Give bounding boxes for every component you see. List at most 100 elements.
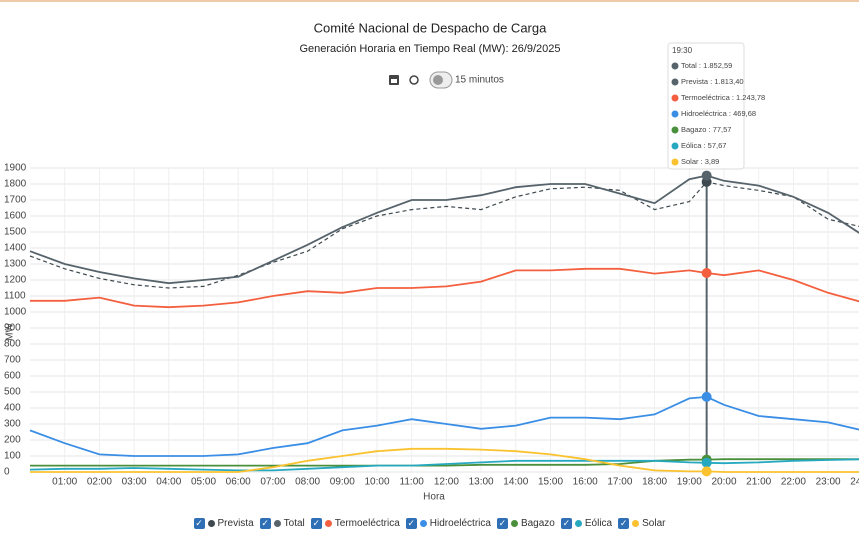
- hover-point: [701, 466, 712, 477]
- y-tick-label: 1300: [4, 259, 27, 270]
- tooltip-entry: Bagazo : 77,57: [681, 125, 731, 134]
- x-tick-label: 23:00: [816, 477, 841, 488]
- legend-dot: [419, 520, 427, 527]
- x-tick-label: 19:00: [677, 477, 702, 488]
- tooltip-dot: [671, 142, 679, 150]
- series-line: [30, 458, 859, 467]
- subtitle: Generación Horaria en Tiempo Real (MW): …: [299, 43, 560, 55]
- tooltip-dot: [671, 158, 679, 166]
- legend-checkbox[interactable]: ✓: [560, 518, 572, 529]
- tooltip-dot: [671, 126, 679, 134]
- y-tick-label: 300: [4, 419, 21, 430]
- series-line: [30, 267, 859, 309]
- x-tick-label: 01:00: [52, 477, 77, 488]
- legend-checkbox[interactable]: ✓: [496, 518, 508, 529]
- y-tick-label: 900: [4, 323, 21, 334]
- title: Comité Nacional de Despacho de Carga: [314, 20, 547, 35]
- tooltip-dot: [671, 62, 679, 70]
- legend-label: Hidroeléctrica: [429, 518, 491, 529]
- tooltip-dot: [671, 110, 679, 118]
- x-tick-label: 21:00: [746, 477, 771, 488]
- x-tick-label: 12:00: [434, 477, 459, 488]
- toggle[interactable]: [429, 71, 453, 89]
- y-tick-label: 800: [4, 339, 21, 350]
- x-tick-label: 24:00: [850, 477, 859, 488]
- toggle-label: 15 minutos: [455, 75, 504, 86]
- tooltip-entry: Prevista : 1.813,40: [681, 77, 744, 86]
- y-tick-label: 1600: [4, 211, 27, 222]
- legend-label: Termoeléctrica: [334, 518, 400, 529]
- x-tick-label: 15:00: [538, 477, 563, 488]
- legend-checkbox[interactable]: ✓: [259, 518, 271, 529]
- y-tick-label: 1900: [4, 163, 27, 174]
- y-tick-label: 100: [4, 451, 21, 462]
- tooltip-entry: Termoeléctrica : 1.243,78: [681, 93, 765, 102]
- tooltip-entry: Hidroeléctrica : 469,68: [681, 109, 756, 118]
- legend-label: Solar: [642, 518, 666, 529]
- x-tick-label: 09:00: [330, 477, 355, 488]
- legend-checkbox[interactable]: ✓: [405, 518, 417, 529]
- y-tick-label: 700: [4, 355, 21, 366]
- x-tick-label: 04:00: [156, 477, 181, 488]
- hover-point: [701, 457, 712, 468]
- x-tick-label: 07:00: [260, 477, 285, 488]
- x-tick-label: 08:00: [295, 477, 320, 488]
- legend: ✓ Prevista ✓ Total ✓ Termoeléctrica ✓ Hidroeléc…: [0, 518, 859, 529]
- y-tick-label: 1800: [4, 179, 27, 190]
- series-line: [30, 447, 859, 473]
- legend-item[interactable]: ✓ Hidroeléctrica: [405, 518, 491, 529]
- y-tick-label: 0: [4, 467, 10, 478]
- legend-item[interactable]: ✓ Bagazo: [496, 518, 555, 529]
- tooltip-entry: Total : 1.852,59: [681, 61, 732, 70]
- series-line: [29, 395, 859, 457]
- y-tick-label: 200: [4, 435, 21, 446]
- tooltip-time: 19:30: [672, 46, 693, 55]
- legend-label: Eólica: [584, 518, 613, 529]
- legend-item[interactable]: ✓ Solar: [618, 518, 665, 529]
- legend-dot: [324, 520, 332, 527]
- tooltip-entry: Solar : 3,89: [681, 157, 719, 166]
- x-tick-label: 13:00: [469, 477, 494, 488]
- hover-point: [701, 391, 712, 402]
- legend-dot: [632, 520, 640, 527]
- series-line: [29, 174, 859, 285]
- x-tick-label: 10:00: [364, 477, 389, 488]
- x-tick-label: 14:00: [503, 477, 528, 488]
- y-tick-label: 1200: [4, 275, 27, 286]
- x-tick-label: 05:00: [191, 477, 216, 488]
- x-tick-label: 16:00: [573, 477, 598, 488]
- y-tick-label: 1500: [4, 227, 27, 238]
- x-tick-label: 03:00: [122, 477, 147, 488]
- y-tick-label: 500: [4, 387, 21, 398]
- tooltip-entry: Eólica : 57,67: [681, 141, 726, 150]
- legend-dot: [510, 520, 518, 527]
- refresh-icon[interactable]: [409, 75, 419, 85]
- tooltip-box: [667, 42, 745, 170]
- y-tick-label: 1400: [4, 243, 27, 254]
- legend-dot: [207, 520, 215, 527]
- legend-dot: [273, 520, 281, 527]
- x-tick-label: 17:00: [607, 477, 632, 488]
- legend-item[interactable]: ✓ Prevista: [193, 518, 254, 529]
- y-tick-label: 1700: [4, 195, 27, 206]
- x-tick-label: 18:00: [642, 477, 667, 488]
- x-tick-label: 11:00: [400, 477, 425, 488]
- legend-checkbox[interactable]: ✓: [618, 518, 630, 529]
- x-tick-label: 06:00: [226, 477, 251, 488]
- legend-label: Total: [283, 518, 305, 529]
- y-tick-label: 1100: [4, 291, 26, 302]
- x-tick-label: 02:00: [87, 477, 112, 488]
- legend-dot: [574, 520, 582, 527]
- legend-item[interactable]: ✓ Termoeléctrica: [310, 518, 400, 529]
- legend-item[interactable]: ✓ Eólica: [560, 518, 613, 529]
- legend-checkbox[interactable]: ✓: [193, 518, 205, 529]
- tooltip-dot: [671, 78, 679, 86]
- calendar-icon[interactable]: [389, 75, 399, 85]
- legend-checkbox[interactable]: ✓: [310, 518, 322, 529]
- y-tick-label: 1000: [4, 307, 27, 318]
- series-line: [29, 181, 859, 289]
- legend-item[interactable]: ✓ Total: [259, 518, 305, 529]
- y-axis-label: MW: [5, 323, 16, 341]
- legend-label: Bagazo: [520, 518, 555, 529]
